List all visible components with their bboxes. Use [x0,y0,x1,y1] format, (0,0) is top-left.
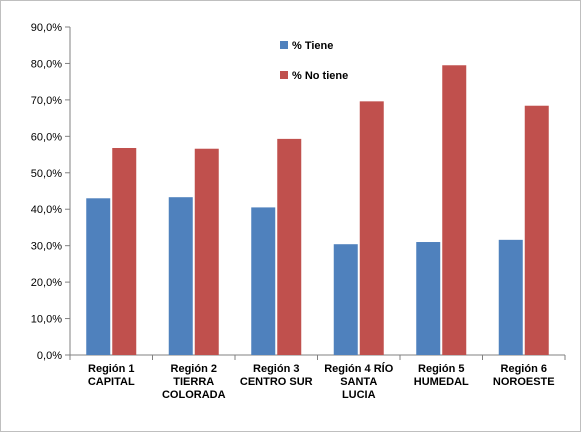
bar [86,198,111,355]
y-tick-label: 10,0% [31,314,62,326]
x-category-label-line: NOROESTE [493,376,555,388]
x-category-label-line: COLORADA [162,389,226,401]
legend-label: % No tiene [292,70,348,82]
legend: % Tiene % No tiene [280,40,348,82]
y-tick-label: 20,0% [31,277,62,289]
bar [416,242,441,355]
legend-swatch [280,41,288,49]
y-tick-label: 70,0% [31,95,62,107]
x-category-label-line: Región 1 [88,363,134,375]
x-category-label-line: CENTRO SUR [240,376,313,388]
x-category-label: Región 4 RÍO SANTA LUCIA [324,362,394,401]
x-category-label-line: Región 5 [418,363,464,375]
x-category-label: Región 3 CENTRO SUR [240,363,313,388]
x-category-label-line: SANTA [340,376,377,388]
bar [333,244,358,355]
bar [194,148,219,355]
legend-label: % Tiene [292,40,333,52]
y-tick-label: 40,0% [31,204,62,216]
x-category-label-line: Región 6 [501,363,547,375]
x-category-label-line: Región 2 [171,363,217,375]
bars-group [86,65,549,356]
y-tick-label: 50,0% [31,168,62,180]
y-tick-label: 0,0% [37,350,62,362]
bar [442,65,467,356]
bar [251,207,276,355]
x-category-label: Región 2 TIERRA COLORADA [162,363,226,401]
bar [112,147,137,355]
x-category-label-line: CAPITAL [88,376,135,388]
x-category-label-line: HUMEDAL [414,376,469,388]
x-category-label: Región 5 HUMEDAL [414,363,469,388]
x-category-label-line: LUCIA [342,389,376,401]
y-tick-label: 60,0% [31,131,62,143]
y-tick-label: 80,0% [31,58,62,70]
x-category-label-line: Región 3 [253,363,299,375]
x-category-label: Región 1 CAPITAL [88,363,135,388]
bar [277,138,302,355]
bar [498,239,523,355]
bar [168,197,193,355]
bar [524,105,549,355]
x-category-label: Región 6 NOROESTE [493,363,555,388]
x-category-label-line: Región 4 RÍO [324,362,394,375]
y-axis-ticks: 0,0% 10,0% 20,0% 30,0% 40,0% 50,0% 60,0% 70,0% 8… [31,22,70,362]
plot-area [69,27,566,360]
y-tick-label: 90,0% [31,22,62,34]
bar [359,101,384,355]
x-category-label-line: TIERRA [173,376,214,388]
legend-swatch [280,71,288,79]
y-tick-label: 30,0% [31,241,62,253]
